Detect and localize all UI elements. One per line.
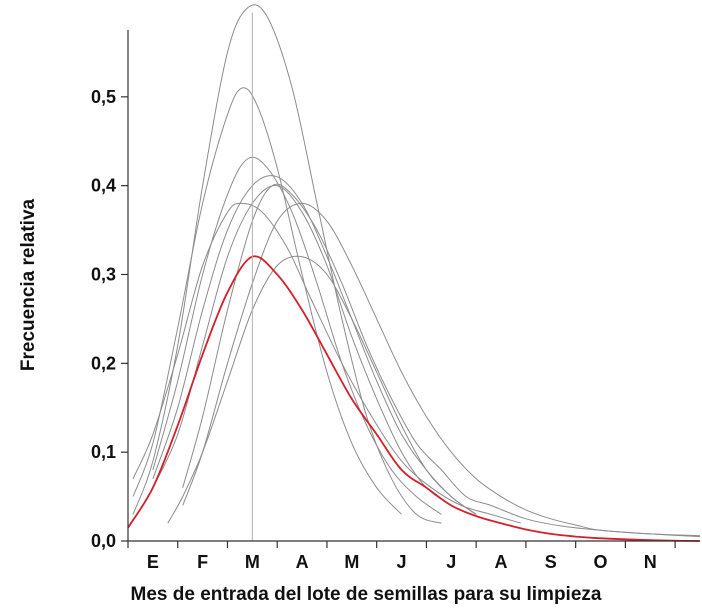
x-tick-label: J bbox=[446, 552, 456, 572]
y-axis-title: Frecuencia relativa bbox=[18, 198, 39, 371]
y-tick-label: 0,0 bbox=[91, 531, 116, 551]
x-tick-label: O bbox=[594, 552, 608, 572]
series-line bbox=[152, 185, 452, 506]
x-tick-label: N bbox=[644, 552, 657, 572]
series-line bbox=[167, 255, 477, 524]
axes-group bbox=[127, 30, 700, 542]
x-tick-label: E bbox=[147, 552, 159, 572]
x-tick-label: S bbox=[545, 552, 557, 572]
x-tick-label: F bbox=[197, 552, 208, 572]
series-group bbox=[127, 4, 701, 542]
x-tick-label: J bbox=[397, 552, 407, 572]
series-line bbox=[182, 202, 701, 538]
y-tick-label: 0,3 bbox=[91, 265, 116, 285]
x-tick-label: M bbox=[344, 552, 359, 572]
series-line-highlight bbox=[127, 255, 701, 542]
y-tick-label: 0,5 bbox=[91, 87, 116, 107]
x-axis-title: Mes de entrada del lote de semillas para… bbox=[131, 584, 602, 605]
series-line bbox=[152, 156, 442, 515]
series-line bbox=[132, 202, 522, 524]
x-tick-label: A bbox=[495, 552, 508, 572]
y-tick-label: 0,1 bbox=[91, 442, 116, 462]
y-tick-label: 0,4 bbox=[91, 176, 116, 196]
x-tick-label: M bbox=[245, 552, 260, 572]
series-line bbox=[132, 4, 442, 524]
series-line bbox=[182, 183, 701, 537]
y-axis-ticks: 0,0 0,1 0,2 0,3 0,4 0,5 bbox=[91, 87, 128, 551]
x-tick-label: A bbox=[296, 552, 309, 572]
y-tick-label: 0,2 bbox=[91, 353, 116, 373]
series-line bbox=[132, 87, 402, 515]
